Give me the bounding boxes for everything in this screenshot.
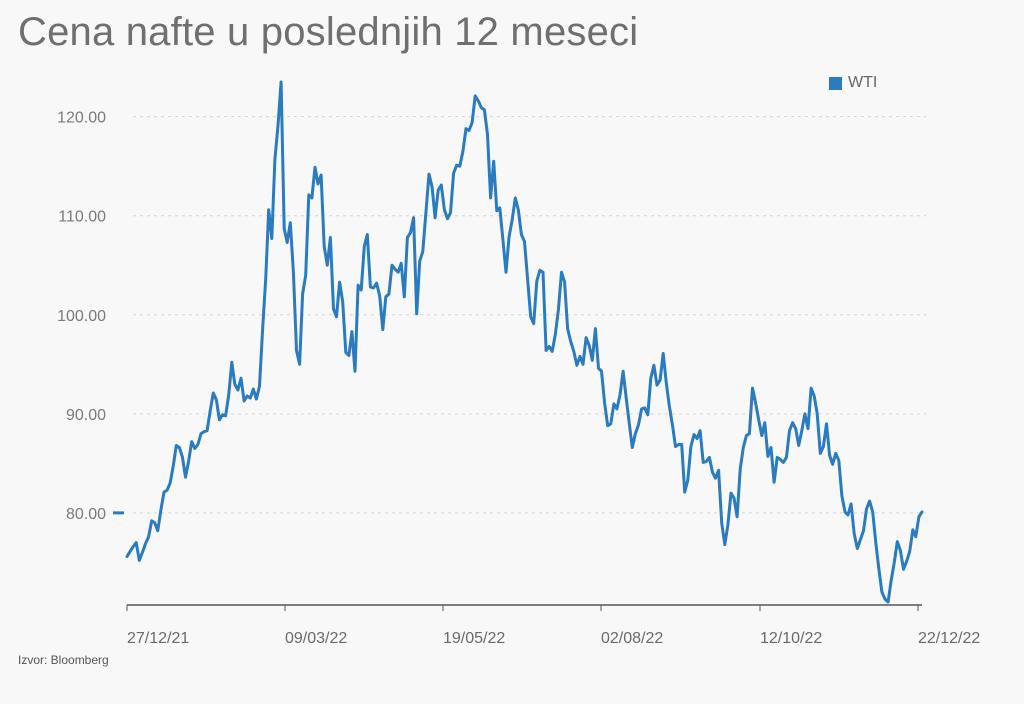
y-tick-label: 80.00 bbox=[66, 506, 106, 523]
x-tick-label: 27/12/21 bbox=[127, 630, 189, 647]
series-line-wti bbox=[125, 80, 924, 604]
source-note: Izvor: Bloomberg bbox=[18, 653, 109, 667]
y-tick-label: 90.00 bbox=[66, 407, 106, 424]
x-tick-label: 02/08/22 bbox=[601, 630, 663, 647]
y-tick-label: 110.00 bbox=[58, 209, 106, 226]
legend-label: WTI bbox=[848, 74, 878, 91]
y-tick-label: 120.00 bbox=[57, 110, 106, 127]
y-tick-label: 100.00 bbox=[57, 308, 106, 325]
x-tick-label: 22/12/22 bbox=[918, 630, 980, 647]
x-tick-label: 19/05/22 bbox=[443, 630, 505, 647]
x-tick-label: 09/03/22 bbox=[285, 630, 347, 647]
chart-title: Cena nafte u poslednjih 12 meseci bbox=[18, 10, 639, 54]
legend-swatch bbox=[829, 76, 842, 90]
legend: WTI bbox=[829, 74, 877, 92]
x-tick-label: 12/10/22 bbox=[760, 630, 822, 647]
